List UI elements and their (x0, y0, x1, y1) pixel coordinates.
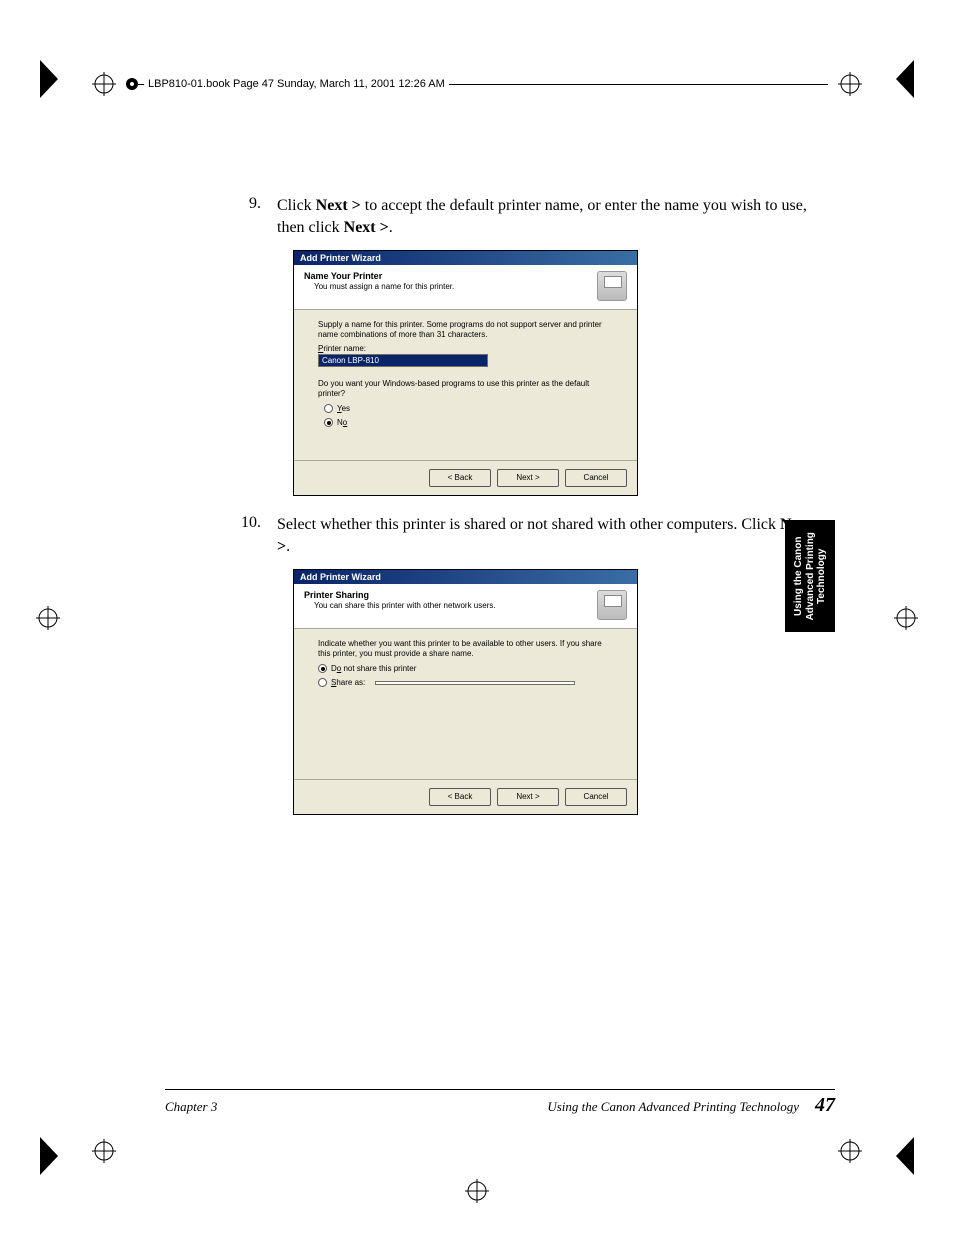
crop-mark (36, 606, 60, 630)
crop-mark (92, 1139, 116, 1163)
step-body: Select whether this printer is shared or… (277, 514, 813, 557)
header-text: LBP810-01.book Page 47 Sunday, March 11,… (144, 78, 449, 90)
step-10: 10. Select whether this printer is share… (165, 514, 813, 557)
next-button[interactable]: Next > (497, 469, 559, 487)
dialog-heading: Printer Sharing (304, 590, 369, 600)
crop-mark (894, 606, 918, 630)
share-name-input[interactable] (375, 681, 575, 685)
radio-yes[interactable]: Yes (324, 404, 613, 413)
dialog-paragraph: Supply a name for this printer. Some pro… (318, 320, 613, 340)
dialog-titlebar: Add Printer Wizard (294, 251, 637, 265)
printer-name-input[interactable]: Canon LBP-810 (318, 354, 488, 367)
cancel-button[interactable]: Cancel (565, 469, 627, 487)
radio-do-not-share[interactable]: Do not share this printer (318, 664, 613, 673)
footer-title: Using the Canon Advanced Printing Techno… (547, 1099, 799, 1115)
dialog-subheading: You must assign a name for this printer. (304, 282, 454, 291)
page-footer: Chapter 3 Using the Canon Advanced Print… (165, 1089, 835, 1117)
dialog-paragraph: Indicate whether you want this printer t… (318, 639, 613, 659)
radio-icon (318, 678, 327, 687)
step-number: 10. (165, 514, 277, 557)
edge-ornament (40, 60, 58, 98)
dialog-subheading: You can share this printer with other ne… (304, 601, 496, 610)
step-body: Click Next > to accept the default print… (277, 195, 813, 238)
crop-mark (92, 72, 116, 96)
back-button[interactable]: < Back (429, 469, 491, 487)
radio-icon (324, 404, 333, 413)
radio-no[interactable]: No (324, 418, 613, 427)
next-button[interactable]: Next > (497, 788, 559, 806)
dialog-heading: Name Your Printer (304, 271, 382, 281)
crop-mark (838, 72, 862, 96)
printer-name-label: Printer name: (318, 344, 613, 353)
radio-icon (318, 664, 327, 673)
radio-icon (324, 418, 333, 427)
cancel-button[interactable]: Cancel (565, 788, 627, 806)
dialog-printer-sharing: Add Printer Wizard Printer Sharing You c… (293, 569, 638, 815)
crop-mark (838, 1139, 862, 1163)
printer-icon (597, 590, 627, 620)
radio-share-as[interactable]: Share as: (318, 678, 613, 687)
dialog-titlebar: Add Printer Wizard (294, 570, 637, 584)
edge-ornament (896, 1137, 914, 1175)
printer-icon (597, 271, 627, 301)
page-number: 47 (815, 1094, 835, 1117)
chapter-side-tab: Using the Canon Advanced Printing Techno… (785, 520, 835, 632)
edge-ornament (40, 1137, 58, 1175)
footer-chapter: Chapter 3 (165, 1099, 217, 1115)
dialog-name-printer: Add Printer Wizard Name Your Printer You… (293, 250, 638, 496)
step-number: 9. (165, 195, 277, 238)
default-question: Do you want your Windows-based programs … (318, 379, 613, 399)
edge-ornament (896, 60, 914, 98)
step-9: 9. Click Next > to accept the default pr… (165, 195, 813, 238)
page-header: LBP810-01.book Page 47 Sunday, March 11,… (126, 84, 828, 90)
back-button[interactable]: < Back (429, 788, 491, 806)
crop-mark (465, 1179, 489, 1203)
header-bullet-icon (126, 78, 138, 90)
